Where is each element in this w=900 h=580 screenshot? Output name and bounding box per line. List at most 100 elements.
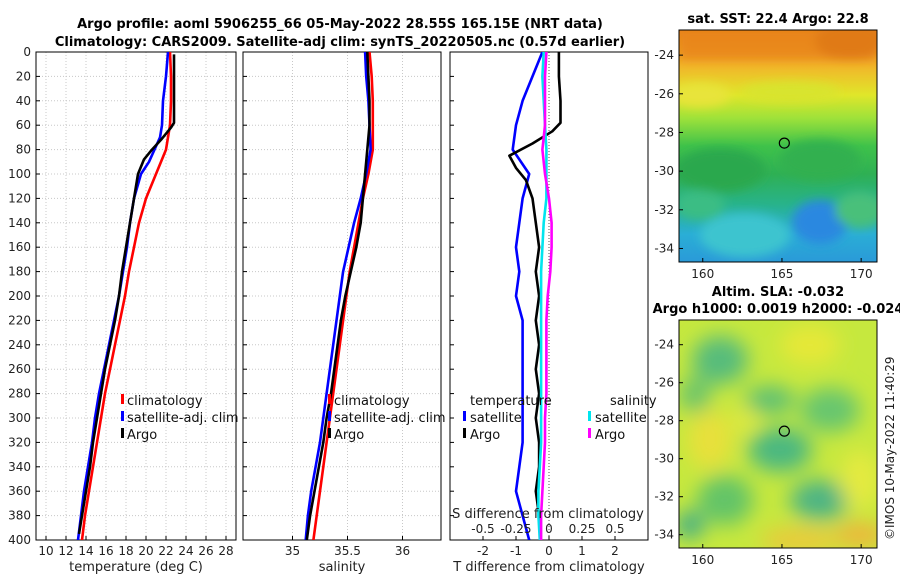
sla-map-ytick-label: -28 <box>654 414 674 428</box>
argo-location-marker <box>778 425 790 437</box>
sla-map-axes: 160 165 170 -24 -26 -28 -30 -32 -34 <box>654 319 878 567</box>
diff-xtick-label: 2 <box>611 544 619 558</box>
sst-map-xtick-label: 160 <box>691 267 714 281</box>
salinity-diff-tick-label: -0.25 <box>500 522 531 536</box>
diff-series-salinity-satellite <box>537 52 548 540</box>
diff-series-temperature-argo <box>508 52 562 535</box>
temp-legend-label: climatology <box>127 394 203 409</box>
temp-xtick-label: 14 <box>78 544 93 558</box>
temp-xtick-label: 28 <box>218 544 233 558</box>
sst-map-axes: 160 165 170 -24 -26 -28 -30 -32 -34 <box>654 29 878 281</box>
temp-xtick-label: 24 <box>178 544 193 558</box>
sal-series-argo <box>305 52 371 540</box>
salinity-diff-xlabel: S difference from climatology <box>452 507 644 522</box>
timestamp: ©IMOS 10-May-2022 11:40:29 <box>883 356 897 540</box>
depth-tick-label: 180 <box>8 265 31 279</box>
temp-series-climatology <box>80 52 173 540</box>
sst-map-xtick-label: 165 <box>771 267 794 281</box>
depth-tick-label: 40 <box>16 94 31 108</box>
sst-map-ytick-label: -30 <box>654 164 674 178</box>
sla-map-xtick-label: 165 <box>771 553 794 567</box>
depth-tick-label: 280 <box>8 387 31 401</box>
diff-legend-swatch <box>463 411 466 421</box>
legend-header-temperature: temperature <box>470 394 552 409</box>
sla-map-title-line2: Argo h1000: 0.0019 h2000: -0.024 <box>653 302 900 317</box>
sla-map-image <box>679 320 877 548</box>
temp-xtick-label: 16 <box>98 544 113 558</box>
sla-map-ytick-label: -34 <box>654 528 674 542</box>
salinity-panel: 35 35.5 36 salinity climatology satellite-adj… <box>242 51 446 575</box>
sal-xtick-label: 35 <box>285 544 300 558</box>
legend-header-salinity: salinity <box>610 394 657 409</box>
depth-tick-label: 160 <box>8 240 31 254</box>
depth-tick-label: 200 <box>8 289 31 303</box>
temp-series-argo <box>77 54 176 535</box>
diff-series-temperature-satellite <box>511 52 544 540</box>
sla-map-ytick-label: -32 <box>654 490 674 504</box>
salinity-diff-tick-label: 0.25 <box>569 522 596 536</box>
temp-xtick-label: 22 <box>158 544 173 558</box>
diff-xtick-label: -2 <box>477 544 489 558</box>
depth-tick-label: 120 <box>8 191 31 205</box>
sst-map-ytick-label: -34 <box>654 241 674 255</box>
diff-xtick-label: 0 <box>545 544 553 558</box>
temp-xtick-label: 18 <box>118 544 133 558</box>
depth-tick-label: 400 <box>8 533 31 547</box>
temp-legend-swatch <box>121 411 124 421</box>
salinity-diff-tick-label: 0.5 <box>605 522 624 536</box>
depth-tick-label: 260 <box>8 362 31 376</box>
argo-location-marker <box>778 137 790 149</box>
sla-map-title-line1: Altim. SLA: -0.032 <box>712 285 844 300</box>
depth-tick-label: 220 <box>8 313 31 327</box>
sst-map-frame <box>678 29 878 263</box>
temp-legend-swatch <box>121 394 124 404</box>
temp-xtick-label: 20 <box>138 544 153 558</box>
sal-xtick-label: 35.5 <box>334 544 361 558</box>
sla-map-xtick-label: 170 <box>850 553 873 567</box>
diff-xtick-label: 1 <box>578 544 586 558</box>
diff-legend-swatch <box>588 411 591 421</box>
sst-map-ytick-label: -32 <box>654 203 674 217</box>
sla-map-ytick-label: -30 <box>654 452 674 466</box>
depth-tick-label: 380 <box>8 509 31 523</box>
sal-series-group <box>304 52 375 540</box>
depth-tick-label: 60 <box>16 118 31 132</box>
salinity-diff-tick-label: 0 <box>545 522 553 536</box>
diff-legend-swatch <box>588 428 591 438</box>
sla-map-frame <box>678 319 878 549</box>
diff-legend-label: satellite <box>470 411 522 426</box>
sal-xtick-label: 36 <box>395 544 410 558</box>
sal-legend-swatch <box>328 394 331 404</box>
temp-xtick-label: 26 <box>198 544 213 558</box>
depth-tick-label: 80 <box>16 143 31 157</box>
sal-legend-label: Argo <box>334 428 364 443</box>
sla-map-ytick-label: -26 <box>654 376 674 390</box>
sla-map-xtick-label: 160 <box>691 553 714 567</box>
depth-tick-label: 320 <box>8 435 31 449</box>
sst-map-ytick-label: -28 <box>654 125 674 139</box>
temp-xtick-label: 10 <box>38 544 53 558</box>
diff-xtick-label: -1 <box>510 544 522 558</box>
diff-series-group <box>508 52 562 540</box>
temp-legend-swatch <box>121 428 124 438</box>
diff-legend-label: Argo <box>595 428 625 443</box>
figure-title-line2: Climatology: CARS2009. Satellite-adj cli… <box>55 35 625 50</box>
depth-tick-label: 20 <box>16 69 31 83</box>
depth-tick-label: 300 <box>8 411 31 425</box>
sst-map-ytick-label: -24 <box>654 48 674 62</box>
diff-xlabel: T difference from climatology <box>452 560 645 575</box>
temperature-panel: 0 20 40 60 80 100 120 140 160 180 200 220 240 260 280 3… <box>8 45 239 575</box>
depth-tick-label: 140 <box>8 216 31 230</box>
difference-panel: -2 -1 0 1 2 T difference from climatology temp… <box>449 51 657 575</box>
sal-xlabel: salinity <box>319 560 366 575</box>
diff-series-salinity-argo <box>539 52 553 540</box>
diff-legend-label: Argo <box>470 428 500 443</box>
figure-title-line1: Argo profile: aoml 5906255_66 05-May-202… <box>77 17 603 32</box>
temp-series-group <box>76 52 176 540</box>
depth-tick-label: 360 <box>8 484 31 498</box>
temp-legend-label: Argo <box>127 428 157 443</box>
temp-legend-label: satellite-adj. clim <box>127 411 239 426</box>
depth-tick-label: 100 <box>8 167 31 181</box>
depth-tick-label: 0 <box>23 45 31 59</box>
